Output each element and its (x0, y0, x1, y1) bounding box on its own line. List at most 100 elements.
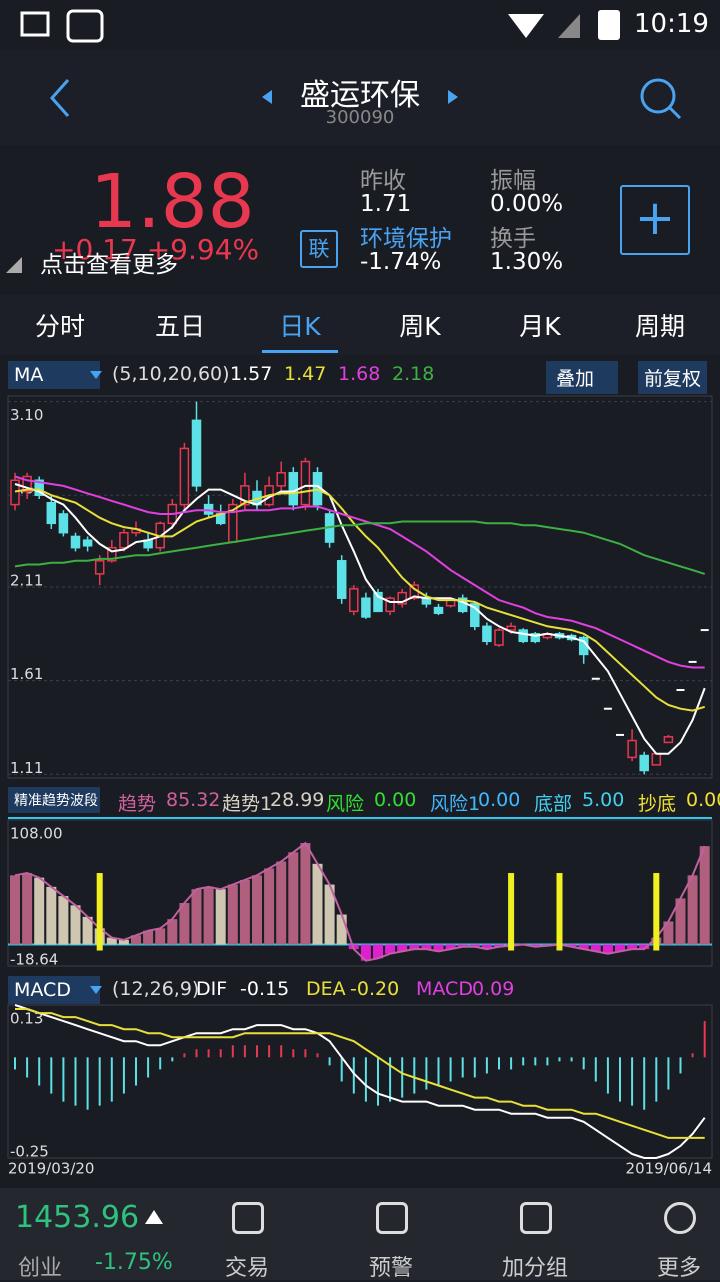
index-name: 创业 (18, 1256, 63, 1281)
tab[interactable]: 五日 (154, 312, 205, 341)
stock-name: 盛运环保 (300, 78, 420, 113)
y-tick-label: 3.10 (10, 406, 43, 424)
dropdown-arrow (90, 986, 102, 994)
y-tick-label: 1.61 (10, 665, 43, 683)
field-label: 昨收 (360, 168, 406, 194)
change-value: +0.17 (52, 233, 138, 266)
field-label: 趋势 (118, 793, 157, 815)
prev-stock[interactable] (262, 90, 272, 104)
dropdown-arrow (90, 371, 102, 379)
candle-body (10, 479, 20, 506)
gallery-icon (20, 11, 50, 37)
trend-bar (143, 930, 154, 945)
tab[interactable]: 周期 (634, 312, 685, 341)
field-label: 趋势1 (222, 793, 273, 815)
tab-underline (262, 350, 338, 353)
link-button[interactable]: 联 (300, 230, 338, 268)
footer-button[interactable]: 预警 (368, 1256, 413, 1281)
params: (5,10,20,60) (112, 363, 230, 385)
up-arrow (145, 1210, 163, 1224)
candle-body (240, 485, 250, 506)
indicator-selector[interactable]: MA (8, 361, 100, 389)
footer-icon[interactable] (376, 1202, 408, 1234)
tab[interactable]: 月K (519, 312, 561, 341)
wifi-icon (508, 14, 544, 38)
footer: 1453.96 创业 -1.75% 交易 预警 加分组 更多 (0, 1188, 720, 1281)
candle-body (518, 629, 528, 643)
field-label: 抄底 (638, 793, 677, 815)
overlay-button[interactable]: 叠加 (546, 361, 618, 394)
trend-bar (639, 944, 650, 950)
trend-bar (578, 944, 589, 950)
candle-body (300, 460, 311, 506)
footer-icon[interactable] (232, 1202, 264, 1234)
trend-bar (602, 944, 613, 954)
ma-line (14, 520, 705, 575)
candle-body (470, 603, 480, 628)
field-value: 1.71 (360, 191, 412, 217)
ma-value: 1.47 (284, 363, 327, 385)
search-button[interactable] (640, 78, 676, 114)
trend-bar (239, 879, 250, 945)
trend-bar (590, 944, 601, 952)
series-value: -0.20 (350, 978, 400, 1000)
footer-button[interactable]: 加分组 (501, 1256, 568, 1281)
candle-body (46, 501, 57, 525)
tab[interactable]: 日K (279, 312, 321, 341)
field-label: 振幅 (490, 168, 536, 194)
y-tick-label: 2.11 (10, 572, 43, 590)
trend-bar (699, 846, 710, 945)
trend-bar (457, 944, 468, 947)
trend-bar (421, 944, 432, 950)
signal-bar (556, 873, 563, 951)
candle-body (530, 633, 541, 643)
macd-line (14, 1004, 706, 1159)
ma-value: 2.18 (392, 363, 435, 385)
footer-button[interactable]: 更多 (656, 1256, 701, 1281)
indicator-selector[interactable]: 精准趋势波段 (8, 787, 100, 813)
candle-body (179, 447, 190, 506)
trend-header: 精准趋势波段 趋势 85.32 趋势1 28.99 风险 0.00 风险1 0.00 底部 5.00… (0, 786, 720, 815)
ma-line (14, 488, 705, 712)
candle-body (22, 475, 32, 493)
trend-bar (494, 944, 504, 947)
corner-mark (6, 257, 22, 273)
bag-icon (66, 9, 104, 43)
candle-body (482, 625, 492, 643)
trend-bar (167, 919, 178, 945)
footer-button[interactable]: 交易 (224, 1256, 269, 1281)
tab[interactable]: 周K (399, 312, 441, 341)
index-value: 1453.96 (15, 1200, 140, 1235)
candle-body (397, 591, 407, 605)
footer-icon[interactable] (520, 1202, 552, 1234)
trend-bar (433, 944, 444, 952)
field-label[interactable]: 环境保护 (360, 226, 452, 252)
next-stock[interactable] (448, 90, 458, 104)
price: 1.88 (90, 159, 255, 245)
adjust-button[interactable]: 前复权 (638, 361, 708, 394)
candle-body (288, 472, 299, 506)
candle-body (58, 513, 69, 534)
period-tabs: 分时 五日 日K 周K 月K 周期 (0, 295, 720, 355)
indicator-selector[interactable]: MACD (8, 976, 100, 1004)
x-end-label: 2019/06/14 (626, 1160, 712, 1178)
add-button[interactable]: + (620, 185, 690, 255)
trend-bar (409, 944, 420, 950)
footer-icon[interactable] (664, 1202, 696, 1234)
candle-body (336, 560, 347, 599)
tip[interactable]: 点击查看更多 (40, 252, 178, 278)
candle-body (70, 535, 81, 549)
back-button[interactable] (49, 79, 70, 117)
trend-bar (675, 898, 686, 945)
candle-body (94, 560, 105, 575)
candle-body (433, 606, 444, 614)
y-tick-label: -0.25 (10, 1143, 49, 1161)
trend-bar (10, 875, 20, 945)
candle-body (191, 419, 202, 487)
tab[interactable]: 分时 (34, 312, 85, 341)
candle-body (627, 739, 637, 759)
candle-body (34, 479, 44, 496)
ma-line (14, 475, 705, 669)
candle-body (276, 472, 286, 487)
